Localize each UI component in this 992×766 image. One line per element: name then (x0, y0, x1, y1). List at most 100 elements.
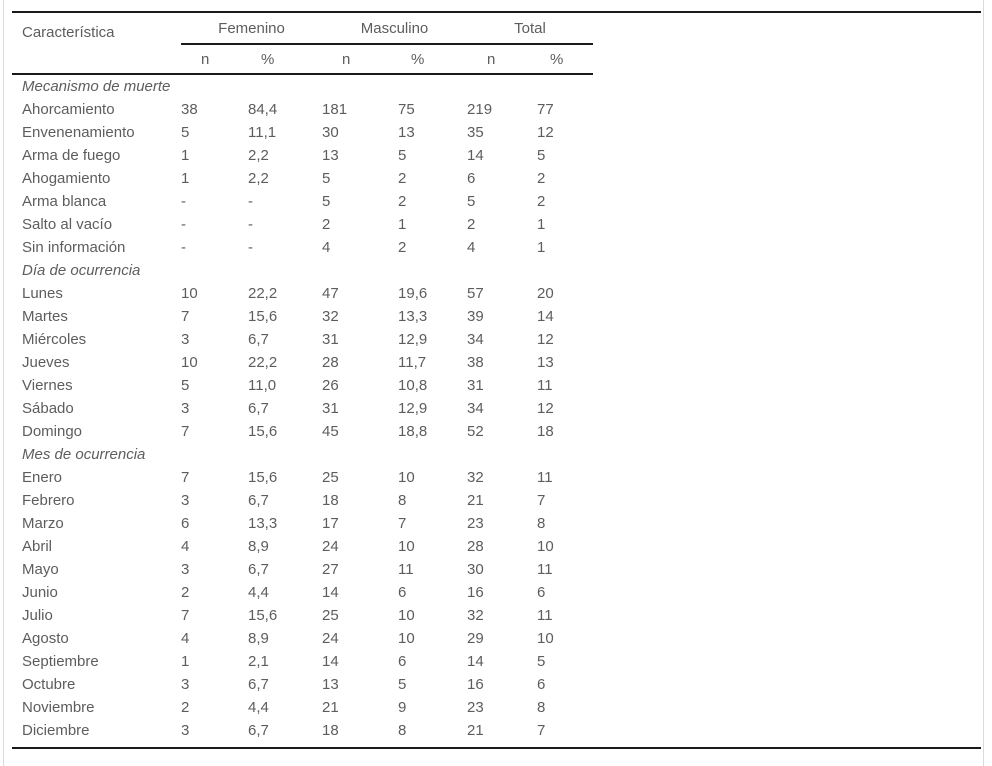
cell-value: 6,7 (248, 400, 269, 417)
cell-value: 8 (398, 722, 407, 739)
table-row: Arma blanca - - 5 2 5 2 (12, 190, 593, 213)
cell-value: 12,9 (398, 331, 428, 348)
cell-value: 17 (322, 515, 339, 532)
cell-value: 10 (398, 630, 415, 647)
cell-value: 10 (398, 469, 415, 486)
cell-value: 4 (181, 538, 190, 555)
cell-value: 25 (322, 469, 339, 486)
cell-value: 7 (181, 308, 190, 325)
column-group-total: Total (467, 13, 594, 45)
row-label: Mayo (22, 561, 59, 578)
cell-value: 5 (467, 193, 476, 210)
cell-value: 181 (322, 101, 348, 118)
table-row: Ahogamiento 1 2,2 5 2 6 2 (12, 167, 593, 190)
table-row: Septiembre 1 2,1 14 6 14 5 (12, 650, 593, 673)
cell-value: 2 (181, 584, 190, 601)
page-edge-right (983, 0, 984, 766)
cell-value: 8 (537, 515, 546, 532)
section-title-row: Mes de ocurrencia (12, 443, 593, 466)
row-label: Diciembre (22, 722, 90, 739)
cell-value: 31 (322, 400, 339, 417)
cell-value: 11 (537, 377, 553, 394)
cell-value: 45 (322, 423, 339, 440)
cell-value: 2 (537, 170, 546, 187)
cell-value: 10 (181, 285, 198, 302)
cell-value: 8 (398, 492, 407, 509)
table-row: Diciembre 3 6,7 18 8 21 7 (12, 719, 593, 742)
cell-value: 23 (467, 515, 484, 532)
cell-value: 4,4 (248, 699, 269, 716)
cell-value: 18,8 (398, 423, 428, 440)
cell-value: 12 (537, 331, 554, 348)
cell-value: 5 (322, 170, 331, 187)
cell-value: 18 (322, 722, 339, 739)
cell-value: 3 (181, 331, 190, 348)
cell-value: 2 (467, 216, 476, 233)
cell-value: 8 (537, 699, 546, 716)
cell-value: 31 (322, 331, 339, 348)
cell-value: 18 (322, 492, 339, 509)
cell-value: 34 (467, 331, 484, 348)
cell-value: 8,9 (248, 538, 269, 555)
cell-value: 14 (537, 308, 554, 325)
cell-value: 7 (537, 722, 546, 739)
cell-value: 30 (322, 124, 339, 141)
cell-value: 15,6 (248, 423, 278, 440)
table-row: Lunes 10 22,2 47 19,6 57 20 (12, 282, 593, 305)
cell-value: 1 (181, 170, 190, 187)
cell-value: 2 (181, 699, 190, 716)
subheader-masculino-pct: % (398, 44, 468, 75)
cell-value: 5 (398, 147, 407, 164)
cell-value: 5 (322, 193, 331, 210)
cell-value: 31 (467, 377, 484, 394)
table-row: Domingo 7 15,6 45 18,8 52 18 (12, 420, 593, 443)
table-row: Julio 7 15,6 25 10 32 11 (12, 604, 593, 627)
cell-value: 11,0 (248, 377, 277, 394)
cell-value: 6 (398, 653, 407, 670)
cell-value: 27 (322, 561, 339, 578)
row-label: Ahogamiento (22, 170, 111, 187)
cell-value: 13 (322, 676, 339, 693)
cell-value: 7 (181, 469, 190, 486)
cell-value: 3 (181, 676, 190, 693)
table-row: Mayo 3 6,7 27 11 30 11 (12, 558, 593, 581)
cell-value: 32 (467, 469, 484, 486)
table-row: Viernes 5 11,0 26 10,8 31 11 (12, 374, 593, 397)
cell-value: 7 (181, 607, 190, 624)
cell-value: 75 (398, 101, 415, 118)
cell-value: 19,6 (398, 285, 428, 302)
cell-value: 14 (322, 653, 339, 670)
cell-value: 13,3 (398, 308, 428, 325)
cell-value: - (248, 193, 253, 210)
cell-value: 2 (398, 170, 407, 187)
table-row: Sábado 3 6,7 31 12,9 34 12 (12, 397, 593, 420)
cell-value: 20 (537, 285, 554, 302)
cell-value: 16 (467, 584, 484, 601)
cell-value: - (248, 216, 253, 233)
cell-value: 11 (398, 561, 414, 578)
cell-value: 11 (537, 561, 553, 578)
table-row: Arma de fuego 1 2,2 13 5 14 5 (12, 144, 593, 167)
sub-header-row: n % n % n % (12, 44, 594, 75)
statistics-table: Característica Femenino Masculino Total … (12, 13, 594, 742)
cell-value: 7 (398, 515, 407, 532)
group-header-row: Característica Femenino Masculino Total (12, 13, 594, 75)
table-row: Febrero 3 6,7 18 8 21 7 (12, 489, 593, 512)
cell-value: 4 (467, 239, 476, 256)
cell-value: 11 (537, 469, 553, 486)
table-bottom-rule (12, 747, 981, 749)
cell-value: 15,6 (248, 607, 278, 624)
cell-value: 7 (537, 492, 546, 509)
cell-value: 12,9 (398, 400, 428, 417)
subheader-total-pct: % (537, 44, 594, 75)
cell-value: 11,7 (398, 354, 427, 371)
row-label: Envenenamiento (22, 124, 135, 141)
cell-value: 15,6 (248, 308, 278, 325)
cell-value: - (181, 216, 186, 233)
cell-value: 3 (181, 400, 190, 417)
table-row: Salto al vacío - - 2 1 2 1 (12, 213, 593, 236)
row-label: Viernes (22, 377, 73, 394)
cell-value: 2 (398, 239, 407, 256)
cell-value: 32 (467, 607, 484, 624)
